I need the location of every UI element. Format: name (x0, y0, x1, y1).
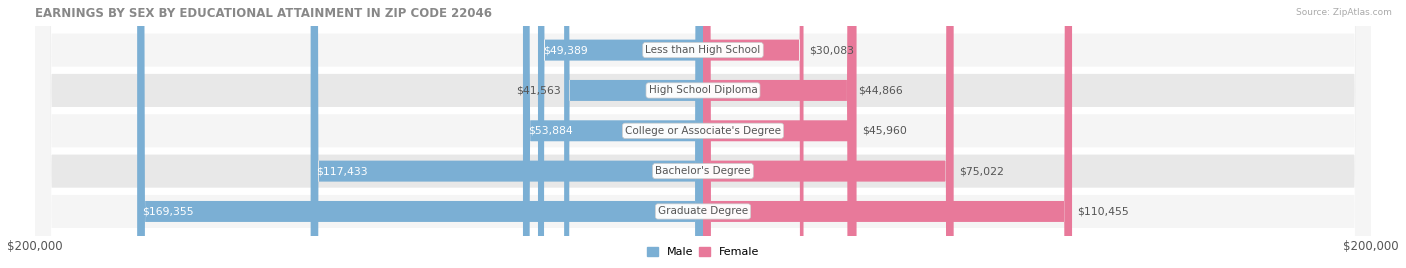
Text: Bachelor's Degree: Bachelor's Degree (655, 166, 751, 176)
Text: $110,455: $110,455 (1077, 206, 1129, 217)
FancyBboxPatch shape (35, 0, 1371, 268)
Text: Source: ZipAtlas.com: Source: ZipAtlas.com (1296, 8, 1392, 17)
FancyBboxPatch shape (703, 0, 803, 268)
Text: $49,389: $49,389 (543, 45, 588, 55)
Text: Less than High School: Less than High School (645, 45, 761, 55)
Text: High School Diploma: High School Diploma (648, 85, 758, 95)
FancyBboxPatch shape (35, 0, 1371, 268)
FancyBboxPatch shape (35, 0, 1371, 268)
Text: $41,563: $41,563 (516, 85, 561, 95)
Text: $75,022: $75,022 (959, 166, 1004, 176)
Text: College or Associate's Degree: College or Associate's Degree (626, 126, 780, 136)
Text: $169,355: $169,355 (142, 206, 194, 217)
Text: Graduate Degree: Graduate Degree (658, 206, 748, 217)
FancyBboxPatch shape (523, 0, 703, 268)
FancyBboxPatch shape (35, 0, 1371, 268)
Text: EARNINGS BY SEX BY EDUCATIONAL ATTAINMENT IN ZIP CODE 22046: EARNINGS BY SEX BY EDUCATIONAL ATTAINMEN… (35, 7, 492, 20)
Legend: Male, Female: Male, Female (643, 243, 763, 262)
FancyBboxPatch shape (703, 0, 1071, 268)
FancyBboxPatch shape (311, 0, 703, 268)
FancyBboxPatch shape (35, 0, 1371, 268)
FancyBboxPatch shape (538, 0, 703, 268)
FancyBboxPatch shape (703, 0, 853, 268)
Text: $45,960: $45,960 (862, 126, 907, 136)
Text: $30,083: $30,083 (808, 45, 853, 55)
FancyBboxPatch shape (564, 0, 703, 268)
FancyBboxPatch shape (703, 0, 953, 268)
Text: $117,433: $117,433 (316, 166, 367, 176)
Text: $53,884: $53,884 (529, 126, 574, 136)
FancyBboxPatch shape (703, 0, 856, 268)
Text: $44,866: $44,866 (858, 85, 903, 95)
FancyBboxPatch shape (138, 0, 703, 268)
